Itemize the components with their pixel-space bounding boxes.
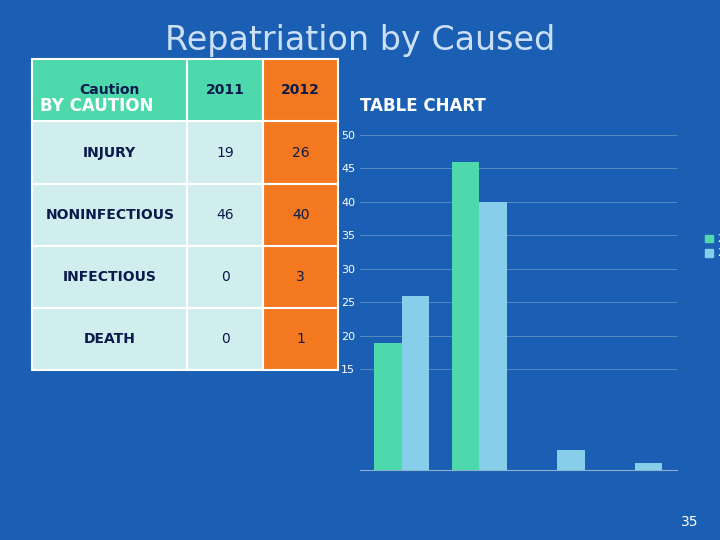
Text: INJURY: INJURY <box>84 146 136 159</box>
Text: 46: 46 <box>216 208 234 221</box>
Text: TABLE CHART: TABLE CHART <box>360 97 486 115</box>
Text: 3: 3 <box>296 270 305 284</box>
Text: NONINFECTIOUS: NONINFECTIOUS <box>45 208 174 221</box>
Text: 26: 26 <box>292 146 310 159</box>
Legend: 2011, 2012: 2011, 2012 <box>705 234 720 259</box>
Bar <box>452 162 480 470</box>
Bar <box>480 202 507 470</box>
Text: 0: 0 <box>220 332 230 346</box>
Bar <box>402 296 429 470</box>
Bar <box>557 450 585 470</box>
Text: Caution: Caution <box>80 84 140 97</box>
Text: 0: 0 <box>220 270 230 284</box>
Text: 2011: 2011 <box>206 84 244 97</box>
Text: BY CAUTION: BY CAUTION <box>40 97 153 115</box>
Text: INFECTIOUS: INFECTIOUS <box>63 270 157 284</box>
Text: 1: 1 <box>296 332 305 346</box>
Text: 2012: 2012 <box>282 84 320 97</box>
Text: 19: 19 <box>216 146 234 159</box>
Text: 35: 35 <box>681 515 698 529</box>
Text: Repatriation by Caused: Repatriation by Caused <box>165 24 555 57</box>
Text: 40: 40 <box>292 208 310 221</box>
Text: DEATH: DEATH <box>84 332 136 346</box>
Bar <box>635 463 662 470</box>
Bar <box>374 342 402 470</box>
